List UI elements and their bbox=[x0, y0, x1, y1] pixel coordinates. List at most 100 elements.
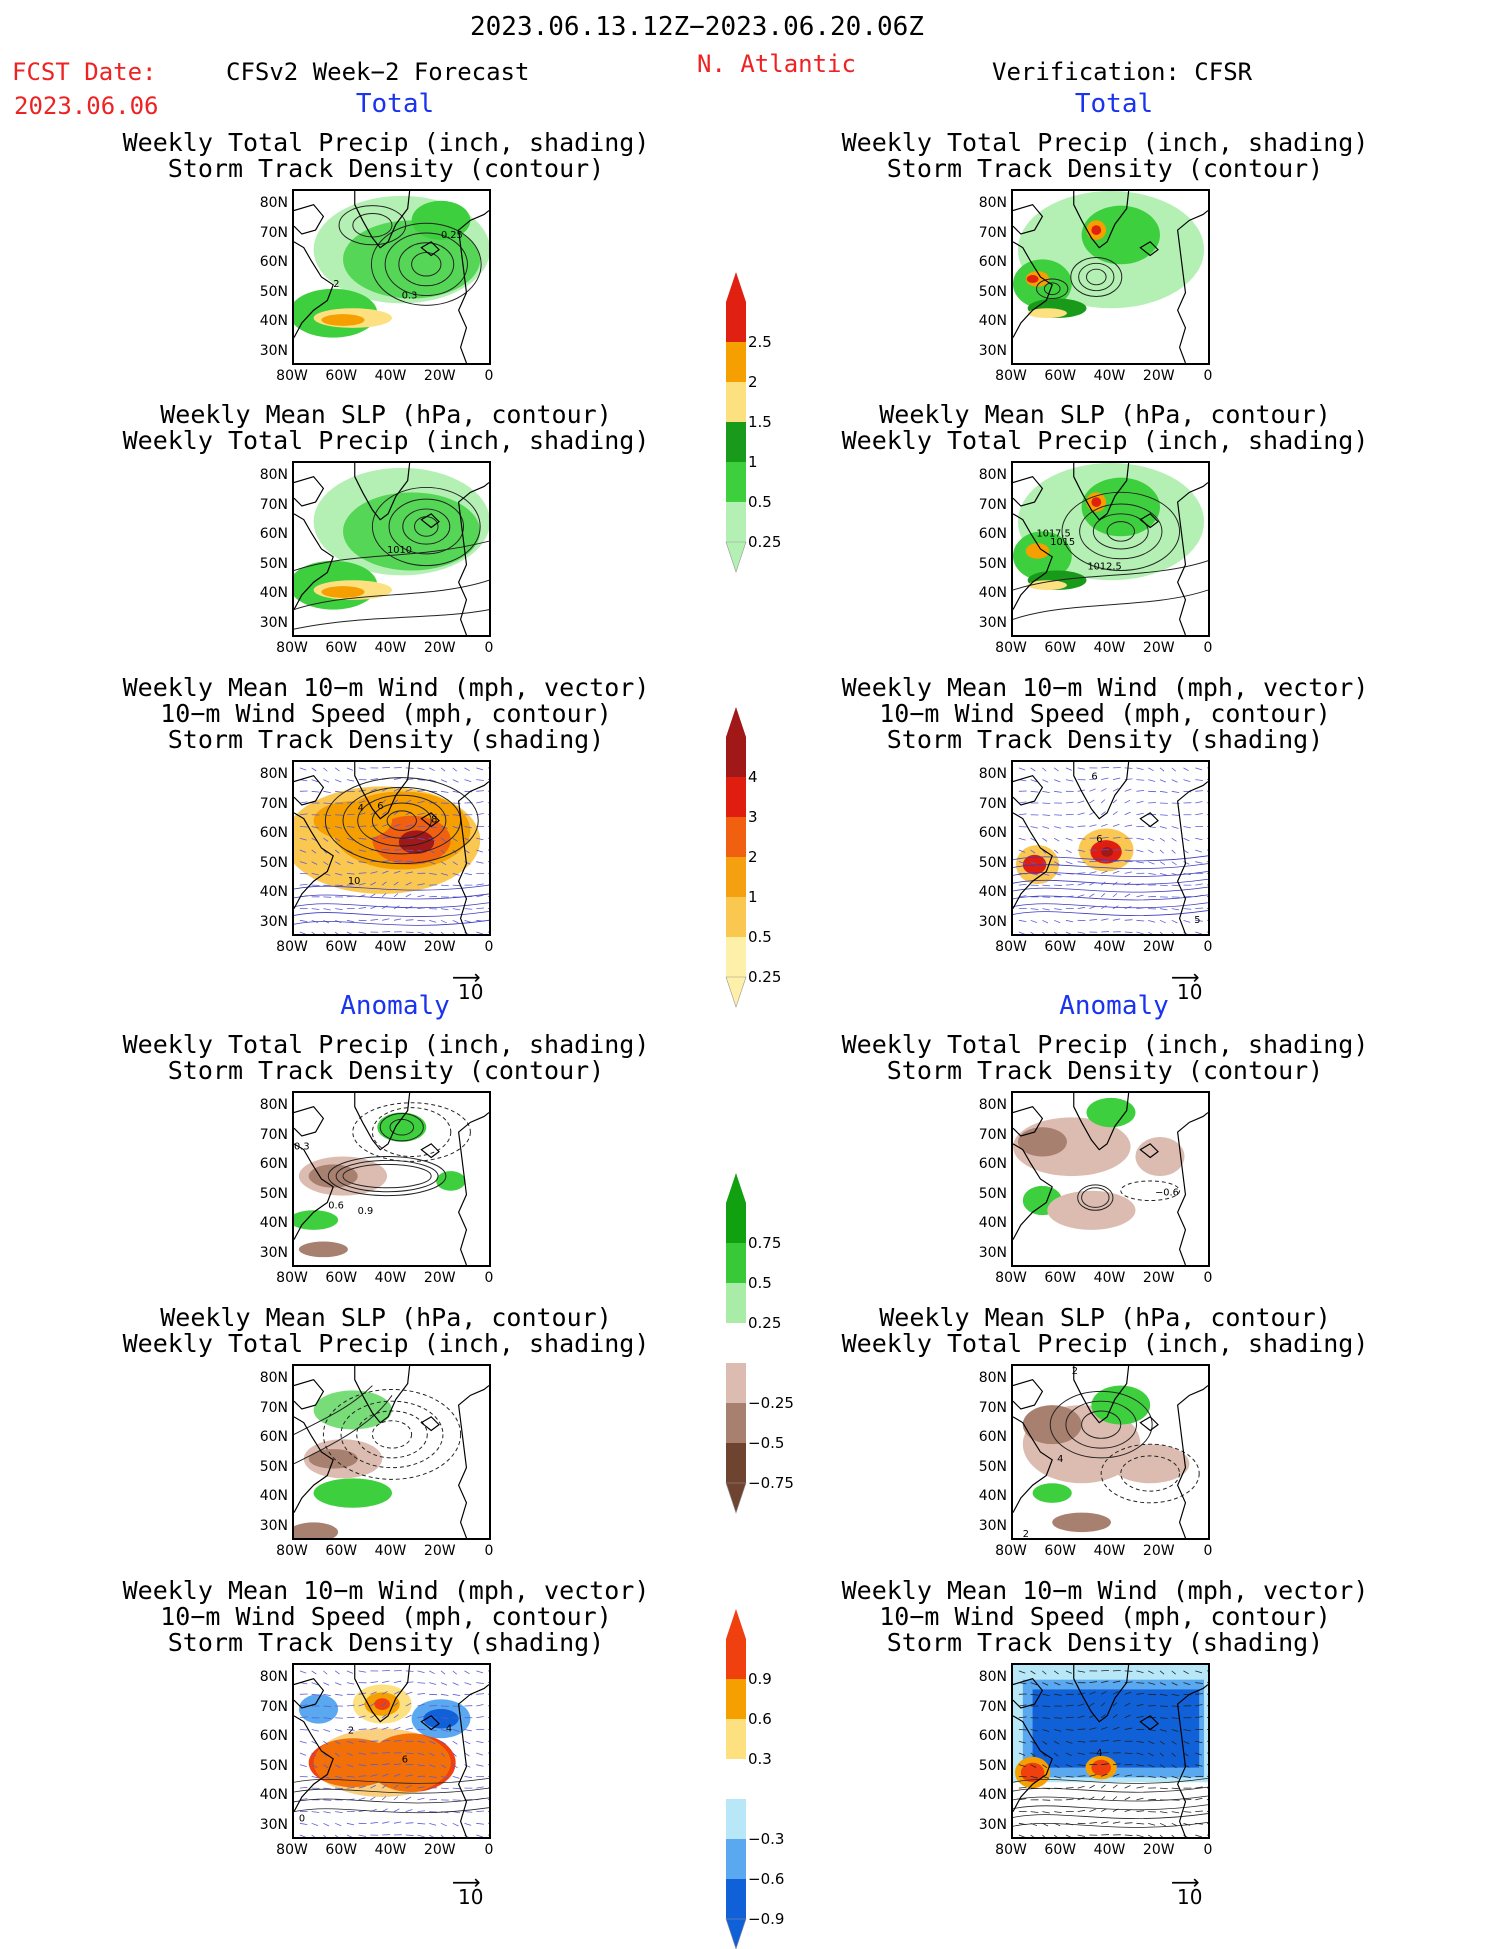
r-p2-title-1: Weekly Mean SLP (hPa, contour) bbox=[805, 402, 1405, 427]
colorbar-segment bbox=[726, 422, 746, 462]
colorbar-segment bbox=[726, 1879, 746, 1919]
lon-axis-label: 60W bbox=[1037, 368, 1083, 384]
forecast-period: 2023.06.13.12Z−2023.06.20.06Z bbox=[470, 14, 924, 40]
colorbar-cap-top bbox=[726, 707, 746, 737]
colorbar-label: 4 bbox=[748, 768, 758, 786]
lon-axis-label: 20W bbox=[417, 640, 463, 656]
lon-axis-label: 20W bbox=[417, 368, 463, 384]
lon-axis-label: 20W bbox=[1136, 640, 1182, 656]
contour-label: 5 bbox=[1194, 915, 1200, 926]
contour-label: 4 bbox=[1057, 1454, 1063, 1465]
lat-axis-label: 60N bbox=[248, 526, 288, 542]
lon-axis-label: 80W bbox=[988, 368, 1034, 384]
lat-axis-label: 80N bbox=[967, 1370, 1007, 1386]
left-anomaly-label: Anomaly bbox=[245, 993, 545, 1019]
lon-axis-label: 80W bbox=[269, 368, 315, 384]
lon-axis-label: 0 bbox=[466, 1270, 512, 1286]
lon-axis-label: 0 bbox=[466, 1543, 512, 1559]
lon-axis-label: 0 bbox=[1185, 1543, 1231, 1559]
lon-axis-label: 0 bbox=[1185, 1270, 1231, 1286]
lat-axis-label: 30N bbox=[967, 1518, 1007, 1534]
lat-axis-label: 30N bbox=[248, 1245, 288, 1261]
colorbar-segment bbox=[726, 857, 746, 897]
colorbar-segment bbox=[726, 1323, 746, 1363]
contour-label: 1012.5 bbox=[1087, 562, 1121, 573]
lon-axis-label: 60W bbox=[1037, 939, 1083, 955]
contour-label: 0 bbox=[299, 1813, 305, 1824]
lon-axis-label: 20W bbox=[417, 1842, 463, 1858]
l-p1-title-2: Storm Track Density (contour) bbox=[86, 156, 686, 181]
colorbar-cap-bottom bbox=[726, 977, 746, 1007]
contour-label: 10 bbox=[348, 876, 360, 887]
lat-axis-label: 70N bbox=[248, 497, 288, 513]
lat-axis-label: 60N bbox=[967, 1429, 1007, 1445]
lat-axis-label: 80N bbox=[248, 467, 288, 483]
colorbar-segment bbox=[726, 1243, 746, 1283]
lat-axis-label: 70N bbox=[248, 1400, 288, 1416]
lat-axis-label: 50N bbox=[967, 284, 1007, 300]
l-p3-title-3: Storm Track Density (shading) bbox=[86, 727, 686, 752]
r-p3-title-3: Storm Track Density (shading) bbox=[805, 727, 1405, 752]
lon-axis-label: 0 bbox=[466, 368, 512, 384]
lat-axis-label: 80N bbox=[967, 1097, 1007, 1113]
lon-axis-label: 0 bbox=[1185, 640, 1231, 656]
map-svg: −0.6 bbox=[1013, 1093, 1208, 1265]
vector-reference-value: 10 bbox=[458, 1885, 483, 1909]
contour-label: 4 bbox=[446, 1723, 452, 1734]
lon-axis-label: 20W bbox=[1136, 1270, 1182, 1286]
l-p2-title-1: Weekly Mean SLP (hPa, contour) bbox=[86, 402, 686, 427]
r-p3-title-2: 10−m Wind Speed (mph, contour) bbox=[805, 701, 1405, 726]
r-a3-title-3: Storm Track Density (shading) bbox=[805, 1630, 1405, 1655]
contour-label: 0.3 bbox=[294, 1142, 310, 1153]
lat-axis-label: 80N bbox=[248, 1097, 288, 1113]
lon-axis-label: 0 bbox=[1185, 939, 1231, 955]
lat-axis-label: 30N bbox=[967, 343, 1007, 359]
right-total-label: Total bbox=[964, 91, 1264, 117]
lon-axis-label: 60W bbox=[1037, 1270, 1083, 1286]
left-total-label: Total bbox=[245, 91, 545, 117]
lon-axis-label: 80W bbox=[269, 640, 315, 656]
colorbar-segment bbox=[726, 382, 746, 422]
lat-axis-label: 30N bbox=[967, 615, 1007, 631]
colorbar-segment bbox=[726, 342, 746, 382]
colorbar-segment bbox=[726, 777, 746, 817]
region-title: N. Atlantic bbox=[697, 52, 856, 76]
lat-axis-label: 40N bbox=[967, 884, 1007, 900]
l-a3-title-3: Storm Track Density (shading) bbox=[86, 1630, 686, 1655]
lat-axis-label: 30N bbox=[967, 914, 1007, 930]
colorbar-label: 0.25 bbox=[748, 1314, 781, 1332]
lon-axis-label: 0 bbox=[466, 939, 512, 955]
map-svg bbox=[294, 1366, 489, 1538]
right-anomaly-label: Anomaly bbox=[964, 993, 1264, 1019]
lon-axis-label: 20W bbox=[1136, 939, 1182, 955]
map-panel bbox=[292, 1364, 491, 1540]
lon-axis-label: 40W bbox=[1087, 1270, 1133, 1286]
contour-label: 4 bbox=[1096, 1748, 1102, 1759]
lon-axis-label: 40W bbox=[368, 1270, 414, 1286]
lat-axis-label: 40N bbox=[967, 313, 1007, 329]
lon-axis-label: 20W bbox=[417, 1270, 463, 1286]
lon-axis-label: 60W bbox=[318, 640, 364, 656]
lat-axis-label: 80N bbox=[967, 467, 1007, 483]
model-title: CFSv2 Week−2 Forecast bbox=[226, 60, 529, 84]
lat-axis-label: 60N bbox=[967, 1728, 1007, 1744]
lon-axis-label: 20W bbox=[1136, 1842, 1182, 1858]
colorbar-segment bbox=[726, 502, 746, 542]
lat-axis-label: 50N bbox=[248, 1459, 288, 1475]
lat-axis-label: 60N bbox=[967, 526, 1007, 542]
colorbar-svg bbox=[724, 272, 748, 572]
fcst-date-label: FCST Date: bbox=[12, 60, 157, 84]
lat-axis-label: 60N bbox=[248, 825, 288, 841]
lat-axis-label: 60N bbox=[248, 254, 288, 270]
lon-axis-label: 40W bbox=[1087, 1842, 1133, 1858]
lat-axis-label: 40N bbox=[248, 1215, 288, 1231]
lat-axis-label: 40N bbox=[967, 1488, 1007, 1504]
lon-axis-label: 40W bbox=[368, 1543, 414, 1559]
colorbar-label: 1 bbox=[748, 888, 758, 906]
colorbar-segment bbox=[726, 462, 746, 502]
map-svg: 665 bbox=[1013, 762, 1208, 934]
